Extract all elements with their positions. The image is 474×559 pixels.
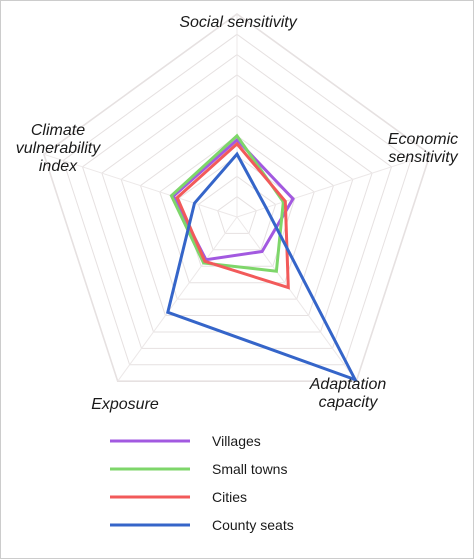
axis-label-social-sensitivity: Social sensitivity — [179, 14, 297, 31]
grid-ring — [120, 94, 354, 316]
radar-grid — [42, 13, 432, 383]
legend-label-cities: Cities — [212, 489, 247, 505]
grid-ring — [217, 196, 257, 234]
grid-ring — [197, 175, 277, 251]
legend-label-county-seats: County seats — [212, 517, 294, 533]
grid-ring — [62, 33, 412, 366]
series-villages — [171, 137, 295, 262]
axis-labels: Social sensitivity Economic sensitivity Ada… — [16, 14, 459, 413]
legend-label-villages: Villages — [212, 433, 261, 449]
axis-label-adaptation-capacity: Adaptation capacity — [309, 376, 387, 411]
grid-ring — [42, 13, 432, 383]
grid-spoke — [43, 153, 238, 218]
axis-label-economic-sensitivity: Economic sensitivity — [388, 131, 459, 166]
grid-spoke — [117, 216, 238, 382]
radar-series — [166, 133, 359, 383]
legend-label-small-towns: Small towns — [212, 461, 287, 477]
grid-ring — [159, 135, 315, 284]
legend: Villages Small towns Cities County seats — [110, 433, 294, 533]
axis-label-climate-vulnerability-index: Climate vulnerability index — [16, 122, 101, 175]
axis-label-exposure: Exposure — [91, 396, 159, 413]
series-county-seats — [166, 151, 359, 383]
grid-ring — [139, 114, 335, 300]
grid-ring — [81, 53, 393, 349]
series-cities — [175, 141, 290, 290]
grid-spoke — [236, 153, 431, 218]
grid-spoke — [236, 216, 357, 382]
grid-ring — [101, 74, 373, 333]
